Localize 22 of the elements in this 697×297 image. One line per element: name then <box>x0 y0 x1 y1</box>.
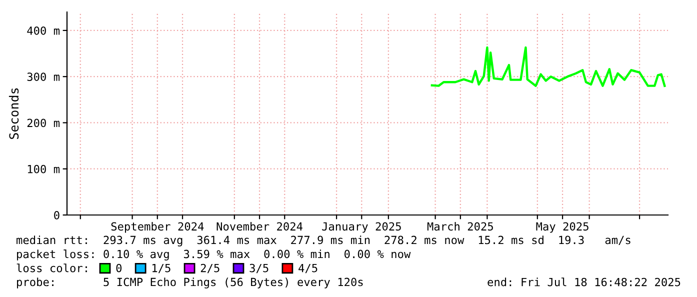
x-tick-label: May 2025 <box>536 222 588 233</box>
legend-label: 1/5 <box>152 264 170 274</box>
line-series <box>430 46 666 87</box>
y-tick-label: 200 m <box>27 118 60 128</box>
y-tick-label: 400 m <box>27 26 60 35</box>
legend-label: 0 <box>116 264 122 272</box>
text: packet loss: 0.10 % avg 3.59 % max 0.00 % min 0.00 % now <box>17 250 411 260</box>
x-tick-label: March 2025 <box>427 222 493 231</box>
legend-label: 3/5 <box>250 264 268 274</box>
x-tick-label: September 2024 <box>111 222 204 233</box>
text: probe: 5 ICMP Echo Pings (56 Bytes) every 120s <box>17 278 363 288</box>
legend-label: 2/5 <box>200 264 220 274</box>
x-tick-label: November 2024 <box>216 222 302 231</box>
x-tick-label: January 2025 <box>322 222 401 233</box>
text: median rtt: 293.7 ms avg 361.4 ms max 277.9 ms min 278.2 ms now 15.2 ms sd 19.3 am/s <box>16 236 630 246</box>
y-tick-label: 0 <box>54 211 60 220</box>
text: end: Fri Jul 18 16:48:22 2025 <box>488 278 680 286</box>
y-tick-label: 100 m <box>28 164 60 174</box>
legend-title: loss color: <box>16 264 87 272</box>
y-tick-label: 300 m <box>27 72 60 81</box>
y-axis-title: Seconds <box>8 88 19 139</box>
legend-label: 4/5 <box>298 264 318 274</box>
